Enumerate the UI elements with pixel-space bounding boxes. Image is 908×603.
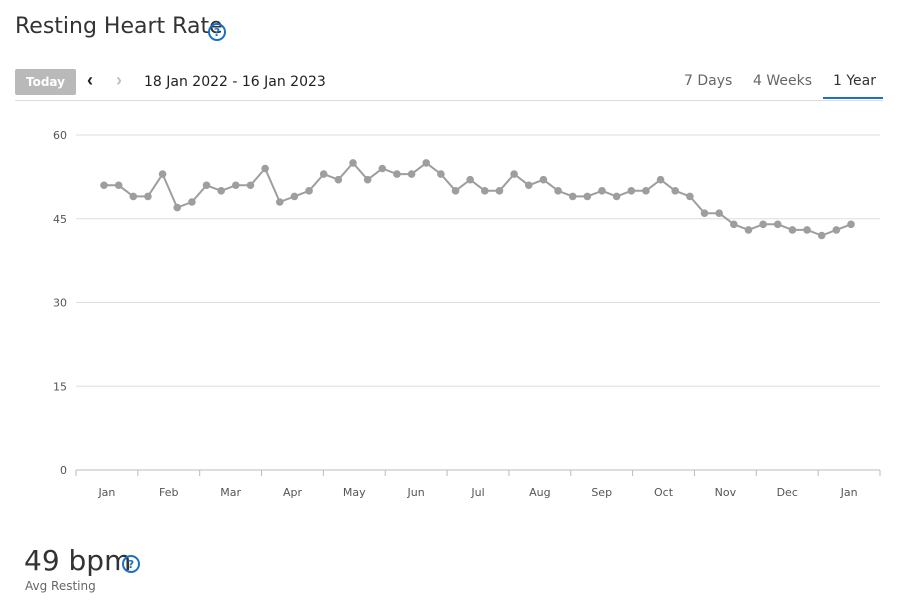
toolbar: Today ‹ › 18 Jan 2022 - 16 Jan 2023 7 Da… xyxy=(15,68,883,101)
x-tick-label: Apr xyxy=(283,486,303,499)
x-tick-label: Dec xyxy=(777,486,798,499)
x-tick-label: Aug xyxy=(529,486,550,499)
x-tick-label: Nov xyxy=(715,486,737,499)
data-point xyxy=(612,192,621,201)
data-point xyxy=(744,226,753,234)
data-point xyxy=(495,187,504,195)
x-tick-label: Jan xyxy=(840,486,858,499)
data-point xyxy=(393,170,401,178)
chevron-right-icon[interactable]: › xyxy=(116,70,122,90)
data-point xyxy=(700,209,709,217)
chevron-left-icon[interactable]: ‹ xyxy=(87,70,93,90)
page-title: Resting Heart Rate xyxy=(15,14,223,39)
data-point xyxy=(129,192,138,201)
data-point xyxy=(290,192,299,201)
x-tick-label: Sep xyxy=(591,486,612,499)
data-point xyxy=(407,170,416,178)
data-point xyxy=(158,170,167,178)
y-tick-label: 15 xyxy=(53,380,67,393)
data-point xyxy=(232,181,240,190)
data-point xyxy=(202,181,211,190)
data-point xyxy=(583,192,592,201)
tab-7-days[interactable]: 7 Days xyxy=(684,73,733,89)
data-point xyxy=(524,181,533,190)
avg-resting-label: Avg Resting xyxy=(25,579,96,593)
data-point xyxy=(686,192,694,201)
series-line xyxy=(104,161,852,237)
active-tab-indicator xyxy=(823,97,883,99)
data-point xyxy=(144,192,152,201)
data-point xyxy=(803,226,811,234)
data-point xyxy=(451,187,460,195)
resting-heart-rate-chart: 0 15 30 45 60 Jan Feb Mar Apr May Jun Jul Aug Sep Oct N… xyxy=(53,129,881,499)
avg-help-icon[interactable]: ? xyxy=(122,555,140,573)
data-point xyxy=(217,187,225,195)
data-point xyxy=(349,159,357,167)
data-point xyxy=(847,220,855,229)
data-point xyxy=(817,231,826,240)
x-tick-label: May xyxy=(343,486,366,499)
x-tick-label: Jun xyxy=(407,486,425,499)
avg-resting-value: 49 bpm xyxy=(24,544,132,577)
x-tick-label: Oct xyxy=(654,486,674,499)
data-point xyxy=(261,164,269,173)
data-point xyxy=(554,187,562,195)
x-tick-label: Feb xyxy=(159,486,178,499)
data-point xyxy=(730,220,738,229)
help-icon[interactable]: ? xyxy=(208,23,226,41)
y-tick-label: 30 xyxy=(53,297,67,310)
data-point xyxy=(598,187,606,195)
y-tick-label: 45 xyxy=(53,213,67,226)
today-button[interactable]: Today xyxy=(15,69,76,95)
y-tick-label: 0 xyxy=(60,464,67,477)
date-range-label: 18 Jan 2022 - 16 Jan 2023 xyxy=(144,74,326,90)
data-point xyxy=(305,187,313,195)
data-point xyxy=(481,187,489,195)
data-point xyxy=(568,192,577,201)
data-point xyxy=(539,175,548,184)
data-point xyxy=(173,203,182,212)
data-point xyxy=(510,170,518,178)
data-point xyxy=(642,187,650,195)
data-point xyxy=(334,175,343,184)
data-point xyxy=(656,175,665,184)
data-point xyxy=(466,175,474,184)
data-point xyxy=(671,187,680,195)
data-point xyxy=(319,170,328,178)
data-point xyxy=(100,181,108,190)
x-tick-label: Jul xyxy=(470,486,484,499)
data-point xyxy=(759,220,767,229)
data-point xyxy=(832,226,841,234)
data-point xyxy=(114,181,123,190)
tab-4-weeks[interactable]: 4 Weeks xyxy=(753,73,813,89)
x-tick-label: Mar xyxy=(220,486,241,499)
data-point xyxy=(627,187,636,195)
tab-1-year[interactable]: 1 Year xyxy=(833,73,876,89)
data-point xyxy=(378,164,387,173)
data-point xyxy=(363,175,372,184)
data-point xyxy=(715,209,723,217)
data-point xyxy=(788,226,797,234)
data-point xyxy=(188,198,196,206)
data-point xyxy=(422,159,431,167)
data-point xyxy=(437,170,445,178)
x-tick-label: Jan xyxy=(97,486,115,499)
data-point xyxy=(773,220,782,229)
data-point xyxy=(275,198,284,206)
y-tick-label: 60 xyxy=(53,129,67,142)
data-point xyxy=(246,181,255,190)
